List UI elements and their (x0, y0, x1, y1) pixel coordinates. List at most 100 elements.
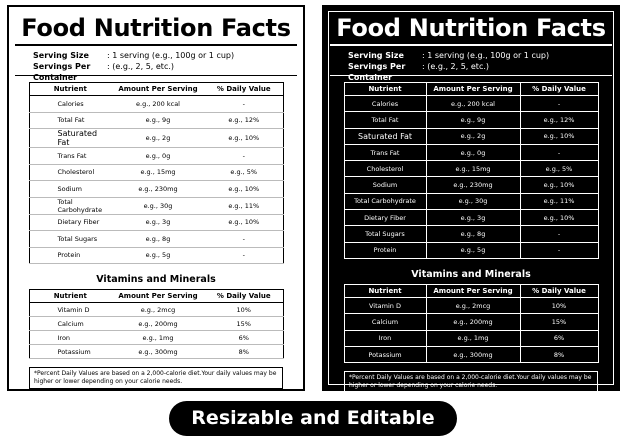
vitamin-daily: 8% (519, 345, 599, 364)
vitamin-name: Vitamin D (343, 296, 427, 315)
serving-info: Serving Size : 1 serving (e.g., 100g or … (330, 50, 612, 82)
servings-per-container-label: Servings Per Container (33, 62, 91, 82)
nutrient-daily: e.g., 11% (519, 192, 599, 211)
nutrient-daily: e.g., 12% (205, 112, 283, 129)
vitamin-name: Iron (343, 329, 427, 347)
vitamin-amount: e.g., 2mcg (111, 302, 205, 317)
table-header-row: Nutrient Amount Per Serving % Daily Valu… (29, 289, 283, 303)
table-row: Total Sugars e.g., 8g - (343, 225, 599, 243)
table-row: Dietary Fiber e.g., 3g e.g., 10% (29, 214, 283, 231)
vitamin-amount: e.g., 1mg (425, 329, 521, 347)
nutrient-daily: - (519, 241, 599, 259)
vitamin-name: Iron (29, 330, 111, 345)
vitamin-daily: 6% (205, 330, 283, 345)
nutrient-name: Saturated Fat (343, 127, 427, 145)
nutrient-table: Nutrient Amount Per Serving % Daily Valu… (28, 82, 284, 264)
serving-size-value: : 1 serving (e.g., 100g or 1 cup) (422, 51, 550, 60)
nutrient-daily: e.g., 5% (205, 164, 283, 181)
vitamin-name: Calcium (343, 313, 427, 331)
vitamins-table: Nutrient Amount Per Serving % Daily Valu… (343, 283, 599, 364)
table-row: Calories e.g., 200 kcal - (29, 95, 283, 113)
serving-size-value: : 1 serving (e.g., 100g or 1 cup) (107, 51, 235, 60)
vitamins-table: Nutrient Amount Per Serving % Daily Valu… (28, 289, 284, 359)
nutrient-daily: - (519, 225, 599, 243)
nutrient-table: Nutrient Amount Per Serving % Daily Valu… (343, 82, 599, 259)
nutrition-card-dark: Food Nutrition Facts Serving Size : 1 se… (322, 5, 620, 394)
nutrient-daily: e.g., 10% (205, 214, 283, 231)
nutrient-name: Total Fat (29, 112, 111, 129)
nutrient-name: Trans Fat (29, 147, 111, 165)
nutrient-daily: - (205, 247, 283, 264)
servings-per-container-value: : (e.g., 2, 5, etc.) (107, 62, 175, 71)
nutrient-daily: e.g., 11% (205, 197, 283, 215)
table-row: Potassium e.g., 300mg 8% (343, 345, 599, 364)
table-row: Total Fat e.g., 9g e.g., 12% (343, 111, 599, 129)
vitamin-daily: 15% (205, 316, 283, 331)
nutrient-amount: e.g., 3g (111, 214, 205, 231)
table-row: Total Carbohydrate e.g., 30g e.g., 11% (29, 197, 283, 215)
vitamin-amount: e.g., 300mg (425, 345, 521, 364)
nutrient-daily: e.g., 10% (519, 209, 599, 227)
header-daily-value: % Daily Value (519, 283, 599, 298)
vitamin-daily: 8% (205, 344, 283, 359)
nutrient-amount: e.g., 200 kcal (111, 95, 205, 113)
table-header-row: Nutrient Amount Per Serving % Daily Valu… (343, 82, 599, 96)
table-row: Sodium e.g., 230mg e.g., 10% (343, 176, 599, 194)
vitamins-title: Vitamins and Minerals (411, 268, 531, 280)
vitamin-amount: e.g., 1mg (111, 330, 205, 345)
nutrient-daily: e.g., 12% (519, 111, 599, 129)
nutrient-amount: e.g., 15mg (111, 164, 205, 181)
nutrient-name: Total Carbohydrate (29, 197, 111, 215)
nutrient-amount: e.g., 2g (425, 127, 521, 145)
table-row: Calcium e.g., 200mg 15% (29, 316, 283, 331)
vitamin-daily: 6% (519, 329, 599, 347)
table-row: Potassium e.g., 300mg 8% (29, 344, 283, 359)
nutrient-daily: - (205, 147, 283, 165)
table-row: Calories e.g., 200 kcal - (343, 94, 599, 113)
servings-per-container-label: Servings Per Container (348, 62, 406, 82)
nutrient-amount: e.g., 9g (111, 112, 205, 129)
nutrient-amount: e.g., 5g (425, 241, 521, 259)
nutrient-name: Total Sugars (29, 230, 111, 248)
footnote: *Percent Daily Values are based on a 2,0… (344, 371, 598, 394)
nutrient-daily: e.g., 10% (205, 180, 283, 198)
nutrient-amount: e.g., 8g (111, 230, 205, 248)
table-row: Protein e.g., 5g - (343, 241, 599, 259)
nutrient-name: Total Carbohydrate (343, 192, 427, 211)
nutrient-name: Cholesterol (29, 164, 111, 181)
nutrient-name: Dietary Fiber (343, 209, 427, 227)
nutrient-name: Trans Fat (343, 143, 427, 162)
table-row: Trans Fat e.g., 0g - (29, 147, 283, 165)
table-row: Saturated Fat e.g., 2g e.g., 10% (343, 127, 599, 145)
nutrient-name: Sodium (343, 176, 427, 194)
table-row: Iron e.g., 1mg 6% (343, 329, 599, 347)
table-row: Sodium e.g., 230mg e.g., 10% (29, 180, 283, 198)
nutrient-amount: e.g., 30g (425, 192, 521, 211)
footnote: *Percent Daily Values are based on a 2,0… (29, 367, 283, 389)
nutrient-amount: e.g., 5g (111, 247, 205, 264)
table-row: Trans Fat e.g., 0g - (343, 143, 599, 162)
serving-size-label: Serving Size (348, 51, 404, 60)
card-title: Food Nutrition Facts (330, 14, 612, 46)
header-daily-value: % Daily Value (519, 82, 599, 96)
nutrient-amount: e.g., 3g (425, 209, 521, 227)
vitamin-amount: e.g., 300mg (111, 344, 205, 359)
vitamin-daily: 15% (519, 313, 599, 331)
header-nutrient: Nutrient (29, 82, 111, 96)
vitamin-name: Potassium (343, 345, 427, 364)
table-row: Total Sugars e.g., 8g - (29, 230, 283, 248)
nutrient-daily: e.g., 10% (519, 176, 599, 194)
header-nutrient: Nutrient (343, 283, 427, 298)
nutrient-amount: e.g., 15mg (425, 160, 521, 178)
nutrient-daily: - (205, 95, 283, 113)
nutrient-name: Total Fat (343, 111, 427, 129)
vitamin-amount: e.g., 2mcg (425, 296, 521, 315)
resizable-badge: Resizable and Editable (169, 401, 457, 436)
header-nutrient: Nutrient (343, 82, 427, 96)
nutrient-amount: e.g., 9g (425, 111, 521, 129)
nutrient-name: Protein (29, 247, 111, 264)
nutrient-daily: e.g., 10% (205, 128, 283, 148)
nutrient-name: Saturated Fat (29, 128, 111, 148)
